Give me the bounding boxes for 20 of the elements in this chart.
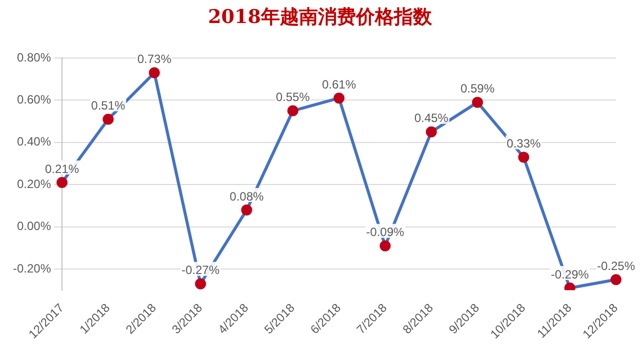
data-label: 0.55%: [276, 90, 310, 104]
data-label: -0.29%: [550, 267, 590, 282]
data-label: -0.25%: [596, 258, 636, 273]
data-label: -0.27%: [182, 263, 220, 278]
data-label: 0.33%: [506, 136, 542, 150]
y-tick-label: 0.80%: [16, 50, 52, 64]
data-label: 0.21%: [45, 162, 80, 176]
data-label: 0.61%: [322, 77, 356, 92]
chart-title: 2018年越南消费价格指数: [207, 5, 433, 30]
data-label: 0.08%: [230, 189, 264, 204]
y-tick-label: 0.60%: [16, 92, 52, 107]
data-label: -0.09%: [366, 225, 405, 240]
data-label: 0.59%: [460, 82, 495, 96]
data-label: 0.73%: [137, 52, 172, 66]
y-tick-label: 0.40%: [16, 134, 52, 149]
y-tick-label: 0.00%: [16, 219, 52, 234]
y-tick-label: -0.20%: [12, 261, 52, 276]
y-tick-label: 0.20%: [16, 176, 52, 191]
data-label: 0.45%: [414, 111, 449, 126]
data-label: 0.51%: [91, 98, 126, 113]
